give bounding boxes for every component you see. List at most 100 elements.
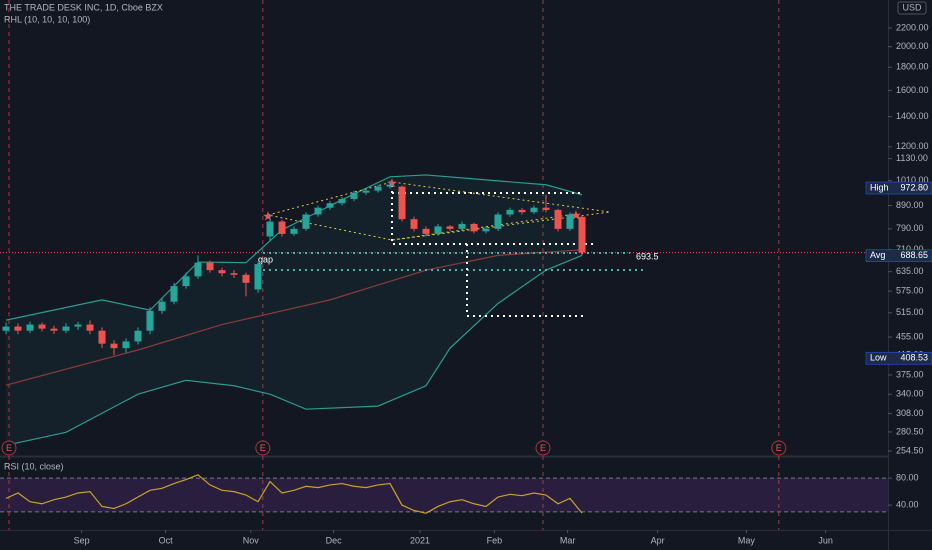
candle-body [26,324,34,331]
level-box [865,249,932,263]
star: ★ [262,208,274,223]
x-tick-label: Nov [243,535,260,545]
candle-body [518,209,526,213]
y-tick-label: 2200.00 [896,22,929,32]
candle-body [494,214,502,229]
x-tick-label: Oct [159,535,174,545]
level-value: 972.80 [900,182,928,192]
candle-body [110,343,118,349]
indicator-label: RHL (10, 10, 10, 100) [4,14,90,24]
candle-body [578,216,586,253]
earnings-marker [535,440,551,456]
candle-body [254,264,262,290]
level-name: Avg [870,250,885,260]
candle-body [290,228,298,234]
level-name: Low [870,353,887,363]
candle-body [338,198,346,204]
x-tick-label: 2021 [410,535,430,545]
candle-body [362,190,370,193]
earnings-marker [1,440,17,456]
candle-body [206,262,214,271]
candle-body [62,326,70,331]
x-tick-label: Sep [74,535,90,545]
chart-title: THE TRADE DESK INC, 1D, Cboe BZX [4,2,163,12]
candle-body [470,223,478,232]
star: ★ [570,207,582,222]
level-box [865,351,932,365]
rsi-title: RSI (10, close) [4,461,64,471]
candle-body [554,209,562,229]
band-fill [6,174,582,446]
y-tick-label: 375.00 [896,369,924,379]
candle-body [410,219,418,229]
y-tick-label: 2000.00 [896,41,929,51]
candle-body [50,328,58,331]
y-tick-label: 575.00 [896,286,924,296]
y-tick-label: 635.00 [896,266,924,276]
earnings-label: E [540,443,546,453]
y-tick-label: 1010.00 [896,175,929,185]
earnings-label: E [260,443,266,453]
rsi-y-tick-label: 80.00 [896,473,919,483]
candle-body [542,207,550,210]
y-tick-label: 1400.00 [896,111,929,121]
x-tick-label: Apr [651,535,665,545]
candle-body [38,324,46,329]
rsi-band [0,478,888,512]
y-tick-label: 790.00 [896,223,924,233]
y-tick-label: 1800.00 [896,62,929,72]
earnings-label: E [776,443,782,453]
currency: USD [902,2,922,12]
overlay-line [5,249,583,386]
candle-body [158,301,166,311]
candle-body [182,276,190,287]
candle-body [74,324,82,327]
x-tick-label: Feb [487,535,503,545]
y-tick-label: 1200.00 [896,141,929,151]
y-tick-label: 280.50 [896,426,924,436]
earnings-marker [255,440,271,456]
candle-body [278,221,286,234]
y-tick-label: 890.00 [896,200,924,210]
triangle-drawing [391,213,577,241]
candle-body [446,226,454,229]
candle-body [314,207,322,215]
annotation: 693.5 [636,251,659,261]
candle-body [566,214,574,229]
level-name: High [870,182,889,192]
currency-box [897,1,927,15]
level-value: 408.53 [900,353,928,363]
y-tick-label: 1130.00 [896,153,928,163]
star: ★ [386,175,398,190]
candle-body [86,324,94,331]
candle-body [530,207,538,213]
annotation: gap [258,254,273,264]
candle-body [242,274,250,283]
candle-body [422,228,430,234]
candle-body [482,228,490,232]
candle-body [134,330,142,342]
candle-body [374,186,382,191]
overlay-line [5,174,583,321]
candle-body [146,310,154,331]
y-tick-label: 455.00 [896,331,924,341]
candle-body [386,184,394,187]
level-value: 688.65 [900,250,928,260]
candle-body [122,341,130,349]
candle-body [434,226,442,234]
candle-body [302,214,310,229]
candle-body [350,192,358,199]
earnings-marker [771,440,787,456]
candle-body [218,270,226,274]
y-tick-label: 308.00 [896,408,924,418]
candle-body [398,186,406,220]
candle-body [194,262,202,277]
level-box [865,181,932,195]
y-tick-label: 710.00 [896,244,924,254]
x-tick-label: May [738,535,756,545]
rsi-line [5,474,583,514]
x-tick-label: Jun [818,535,833,545]
x-tick-label: Mar [560,535,576,545]
